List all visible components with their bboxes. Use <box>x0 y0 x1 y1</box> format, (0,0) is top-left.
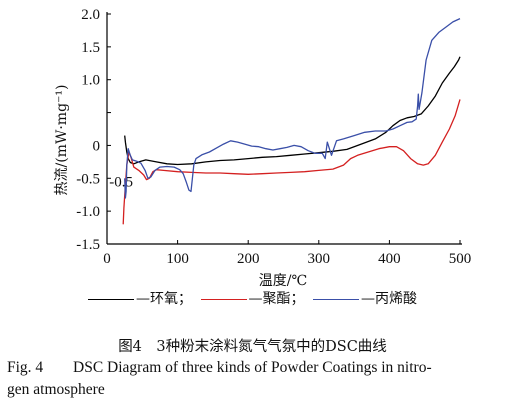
legend-swatch-polyester <box>200 298 247 300</box>
series-line-0 <box>124 56 461 166</box>
y-tick-label: -1.0 <box>76 204 100 220</box>
chart-series <box>122 18 461 225</box>
y-axis-label: 热流/(mW·mg⁻¹) <box>54 85 70 196</box>
x-tick-label: 400 <box>378 251 401 267</box>
x-tick-label: 100 <box>166 251 189 267</box>
x-axis-label: 温度/℃ <box>259 273 307 289</box>
legend-swatch-acrylic <box>312 298 359 300</box>
series-line-1 <box>122 99 461 225</box>
x-tick-label: 300 <box>308 251 331 267</box>
x-tick-label: 500 <box>449 251 472 267</box>
chart-axes <box>106 12 462 245</box>
legend-separator: ； <box>178 291 193 307</box>
y-tick-label: 1.5 <box>81 40 100 56</box>
legend-label-epoxy: —环氧 <box>136 291 179 307</box>
legend-separator: ； <box>290 291 305 307</box>
y-tick-label: -1.5 <box>76 237 100 253</box>
legend-item-epoxy: —环氧； <box>88 288 192 308</box>
dsc-chart: 0 100 200 300 400 500 2.0 1.5 1.0 0 -0.5 -1.0 -1.5 -0… <box>54 7 471 289</box>
x-tick-label: 200 <box>237 251 260 267</box>
caption-english-line2: gen atmosphere <box>7 381 105 398</box>
legend-label-acrylic: —丙烯酸 <box>360 291 417 307</box>
x-tick-label: 0 <box>103 251 111 267</box>
y-tick-label-extra: -0.5 <box>109 174 133 190</box>
series-line-2 <box>124 18 461 199</box>
legend-swatch-epoxy <box>88 298 135 300</box>
chart-ticks: 0 100 200 300 400 500 2.0 1.5 1.0 0 -0.5 -1.0 -1.5 -0… <box>76 7 471 267</box>
legend-item-polyester: —聚酯； <box>200 288 305 308</box>
y-tick-label: 1.0 <box>81 73 100 89</box>
legend-item-acrylic: —丙烯酸 <box>312 288 417 308</box>
caption-english-line1: DSC Diagram of three kinds of Powder Coa… <box>73 359 432 376</box>
y-tick-label: -0.5 <box>76 171 100 187</box>
y-tick-label: 0 <box>93 138 101 154</box>
chart-legend: —环氧； —聚酯； —丙烯酸 <box>0 288 505 308</box>
figure-number: Fig. 4 <box>7 359 44 376</box>
legend-label-polyester: —聚酯 <box>248 291 291 307</box>
y-tick-label: 2.0 <box>81 7 100 23</box>
figure-caption-english: Fig. 4 DSC Diagram of three kinds of Powd… <box>7 357 497 401</box>
figure-caption-chinese: 图4 3种粉末涂料氮气气氛中的DSC曲线 <box>118 339 387 355</box>
